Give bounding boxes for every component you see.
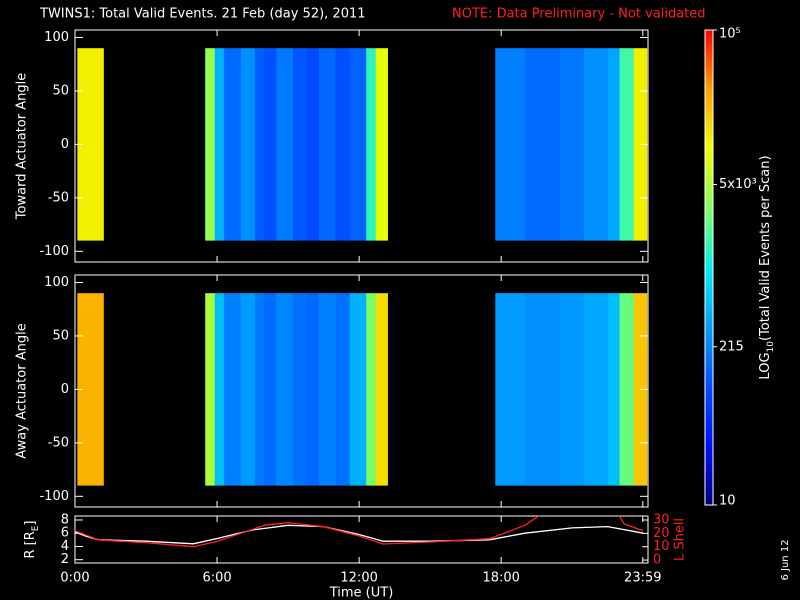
heatmap-cell: [335, 48, 351, 241]
heatmap-cell: [318, 293, 336, 486]
heatmap-cell: [205, 293, 216, 486]
x-tick-label: 0:00: [60, 571, 89, 586]
heatmap-cell: [224, 293, 242, 486]
colorbar-tick-label: 215: [719, 339, 744, 354]
y-tick-label: -50: [48, 190, 69, 205]
y-tick-label: 8: [61, 512, 69, 527]
heatmap-cell: [264, 293, 277, 486]
y2-tick-label: 30: [653, 513, 670, 528]
y-tick-label: 0: [61, 137, 69, 152]
heatmap-cell: [524, 293, 561, 486]
y2-tick-label: 20: [653, 526, 670, 541]
heatmap-cell: [214, 293, 225, 486]
y-axis-label: Away Actuator Angle: [15, 323, 30, 458]
y-tick-label: 6: [61, 526, 69, 541]
colorbar-tick-label: 10: [719, 494, 736, 509]
colorbar-tick-label: 10⁵: [719, 27, 741, 42]
heatmap-cell: [214, 48, 225, 241]
y-tick-label: -100: [39, 244, 69, 259]
heatmap-cell: [292, 48, 308, 241]
y-tick-label: 50: [52, 328, 69, 343]
panel-frame: [74, 274, 649, 508]
heatmap-cell: [254, 293, 265, 486]
x-tick-label: 18:00: [482, 571, 519, 586]
colorbar-label: LOG10(Total Valid Events per Scan): [758, 155, 776, 379]
y-axis-label-part: R [R: [23, 531, 38, 558]
y-axis-label: R [RE]: [23, 520, 41, 558]
y2-tick-label: 10: [653, 539, 670, 554]
y-tick-label: 4: [61, 539, 69, 554]
y-tick-label: 100: [44, 30, 69, 45]
y-tick-label: 2: [61, 552, 69, 567]
heatmap-cell: [584, 48, 609, 241]
heatmap-cell: [366, 48, 377, 241]
heatmap-cell: [560, 293, 585, 486]
heatmap-cell: [240, 293, 256, 486]
note: NOTE: Data Preliminary - Not validated: [452, 7, 706, 22]
heatmap-cell: [307, 293, 320, 486]
heatmap-cell: [375, 293, 388, 486]
y-tick-label: -50: [48, 435, 69, 450]
y-tick-label: 0: [61, 382, 69, 397]
heatmap-cell: [240, 48, 256, 241]
panel-frame: [74, 29, 649, 263]
heatmap-cell: [619, 293, 635, 486]
x-tick-label: 6:00: [202, 571, 231, 586]
heatmap-cell: [607, 48, 620, 241]
y-tick-label: -100: [39, 489, 69, 504]
colorbar-label-part: LOG: [758, 352, 773, 379]
x-tick-label: 23:59: [624, 571, 661, 586]
heatmap-cell: [495, 48, 526, 241]
heatmap-cell: [349, 293, 367, 486]
heatmap-cell: [619, 48, 635, 241]
colorbar-label-part: (Total Valid Events per Scan): [758, 155, 773, 341]
data-line: [75, 516, 644, 548]
heatmap-cell: [307, 48, 320, 241]
heatmap-cell: [276, 48, 294, 241]
heatmap-cell: [495, 293, 526, 486]
heatmap-cell: [607, 293, 620, 486]
heatmap-cell: [224, 48, 242, 241]
x-axis-label: Time (UT): [329, 586, 394, 600]
heatmap-cell: [560, 48, 585, 241]
y-tick-label: 50: [52, 83, 69, 98]
heatmap-cell: [318, 48, 336, 241]
chart-title: TWINS1: Total Valid Events. 21 Feb (day …: [39, 7, 366, 22]
y-axis-label-part: E: [31, 525, 41, 531]
y-tick-label: 100: [44, 275, 69, 290]
y2-tick-label: 0: [653, 553, 661, 568]
heatmap-cell: [292, 293, 308, 486]
colorbar-tick-label: 5x10³: [719, 177, 757, 192]
heatmap-cell: [205, 48, 216, 241]
heatmap-cell: [264, 48, 277, 241]
heatmap-cell: [335, 293, 351, 486]
heatmap-cell: [366, 293, 377, 486]
y2-axis-label: L Shell: [673, 518, 688, 561]
x-tick-label: 12:00: [340, 571, 377, 586]
heatmap-cell: [524, 48, 561, 241]
colorbar-label-part: 10: [766, 341, 776, 353]
heatmap-cell: [375, 48, 388, 241]
heatmap-cell: [349, 48, 367, 241]
y-axis-label: Toward Actuator Angle: [15, 73, 30, 220]
panel-frame: [74, 515, 649, 564]
heatmap-cell: [276, 293, 294, 486]
y-axis-label-part: ]: [23, 520, 38, 525]
heatmap-cell: [584, 293, 609, 486]
colorbar: [704, 29, 714, 506]
heatmap-cell: [254, 48, 265, 241]
date-stamp: 6 Jun 12: [780, 539, 791, 580]
